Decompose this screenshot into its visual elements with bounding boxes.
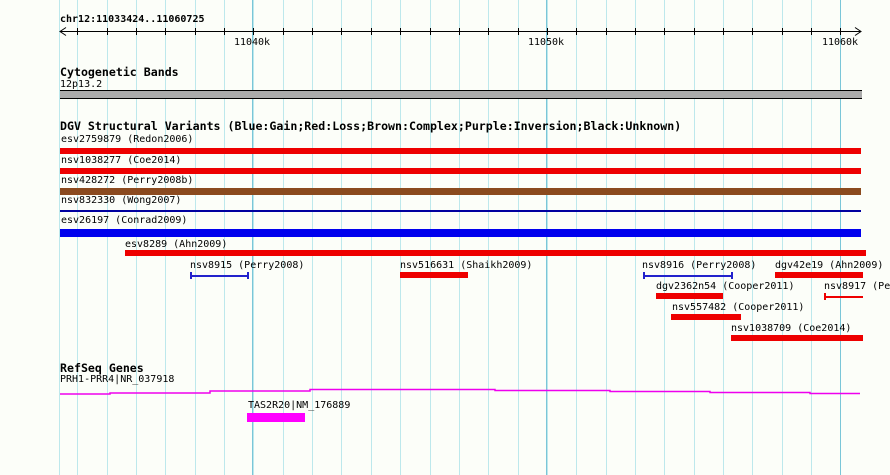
variant-label: nsv428272 (Perry2008b) [61,175,194,186]
grid-line [606,0,607,475]
grid-line [811,0,812,475]
variant-bracket[interactable] [824,293,863,300]
variant-label: esv2759879 (Redon2006) [61,134,194,145]
variant-bar[interactable] [731,335,863,341]
grid-line [195,0,196,475]
grid-line [312,0,313,475]
variant-bracket-line [645,274,731,277]
grid-line [165,0,166,475]
variant-bracket-line [192,274,247,277]
gene-label: TAS2R20|NM_176889 [248,400,351,411]
variant-bar[interactable] [60,168,861,174]
variant-bracket[interactable] [190,272,249,279]
variant-label: nsv1038277 (Coe2014) [61,155,182,166]
variant-bar[interactable] [775,272,863,278]
variant-label: nsv8916 (Perry2008) [642,260,757,271]
variant-bar[interactable] [400,272,468,278]
gene-exon-bar[interactable] [247,413,305,422]
variant-label: nsv8915 (Perry2008) [190,260,305,271]
variant-bracket[interactable] [643,272,733,279]
tick-label: 11050k [527,37,565,48]
cytoband-label: 12p13.2 [60,79,103,90]
gene-label: PRH1-PRR4|NR_037918 [60,374,175,385]
grid-line [59,0,60,475]
variant-bar[interactable] [671,314,741,320]
grid-line [430,0,431,475]
grid-line [371,0,372,475]
variant-label: nsv832330 (Wong2007) [61,195,182,206]
grid-line [459,0,460,475]
variant-label: nsv557482 (Cooper2011) [672,302,805,313]
grid-line [518,0,519,475]
refseq-section-title: RefSeq Genes [60,361,144,375]
variant-label: dgv2362n54 (Cooper2011) [656,281,795,292]
dgv-section-title: DGV Structural Variants (Blue:Gain;Red:L… [60,119,682,133]
variant-label: dgv42e19 (Ahn2009) [775,260,884,271]
grid-line [253,0,254,475]
grid-line [547,0,548,475]
variant-bar[interactable] [60,229,861,237]
grid-line [635,0,636,475]
grid-line-major [840,0,841,475]
grid-line [576,0,577,475]
grid-line [664,0,665,475]
grid-line [723,0,724,475]
grid-line [782,0,783,475]
cytogenetic-section-title: Cytogenetic Bands [60,65,179,79]
cytoband-bar [60,90,862,99]
variant-bar[interactable] [60,188,861,195]
grid-line [694,0,695,475]
region-label: chr12:11033424..11060725 [60,14,205,25]
grid-line [136,0,137,475]
tick-label: 11040k [233,37,271,48]
tick-label: 11060k [821,37,859,48]
variant-label: nsv8917 (Pe [824,281,890,292]
grid-line [77,0,78,475]
grid-line-major [546,0,547,475]
grid-line [400,0,401,475]
variant-label: nsv1038709 (Coe2014) [731,323,852,334]
variant-bar[interactable] [60,210,861,212]
variant-bracket-line [826,295,863,298]
variant-label: esv8289 (Ahn2009) [125,239,228,250]
grid-line [283,0,284,475]
variant-label: nsv516631 (Shaikh2009) [400,260,533,271]
variant-bar[interactable] [60,148,861,154]
grid-line [341,0,342,475]
grid-line [488,0,489,475]
grid-line [107,0,108,475]
grid-line [224,0,225,475]
variant-label: esv26197 (Conrad2009) [61,215,188,226]
variant-bar[interactable] [125,250,866,256]
grid-line-major [252,0,253,475]
grid-line [752,0,753,475]
variant-bar[interactable] [656,293,723,299]
